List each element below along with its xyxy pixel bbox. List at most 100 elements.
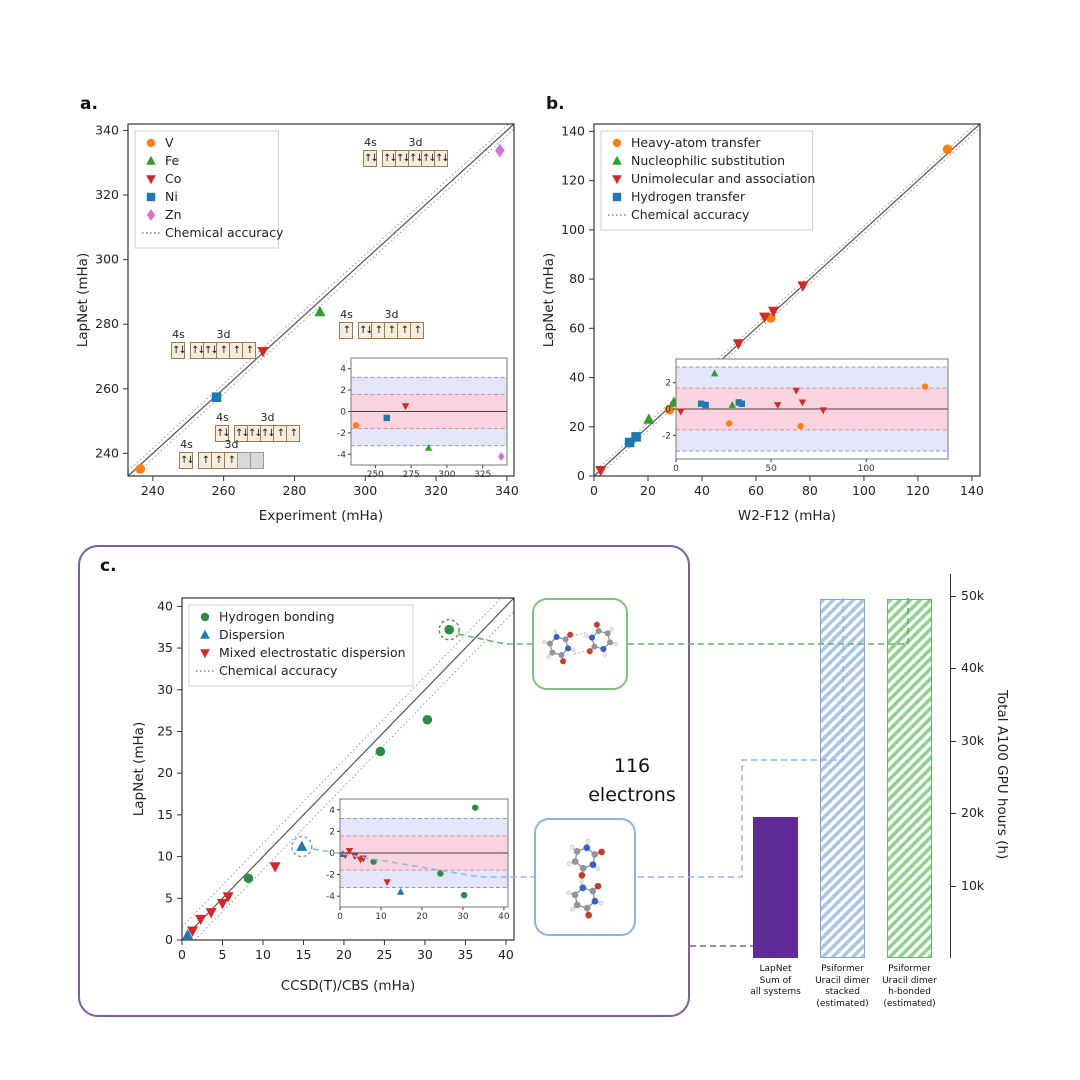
svg-text:-2: -2 <box>326 871 335 881</box>
svg-text:W2-F12 (mHa): W2-F12 (mHa) <box>738 508 836 524</box>
svg-text:100: 100 <box>561 222 585 237</box>
svg-text:40: 40 <box>569 370 585 385</box>
svg-text:260: 260 <box>95 381 119 396</box>
svg-text:25: 25 <box>157 723 173 738</box>
gpu-tick-label: 20k <box>961 805 985 821</box>
legend: Hydrogen bonding Dispersion Mixed electros… <box>188 604 414 687</box>
svg-text:4: 4 <box>329 806 335 816</box>
gpu-bar-label-0: LapNet Sum of all systems <box>750 964 801 998</box>
svg-text:240: 240 <box>95 445 119 460</box>
gpu-bar-2 <box>887 599 932 958</box>
svg-text:Zn: Zn <box>165 207 182 222</box>
svg-text:20: 20 <box>416 912 428 922</box>
svg-text:30: 30 <box>417 947 433 962</box>
svg-text:Nucleophilic substitution: Nucleophilic substitution <box>631 153 785 168</box>
residual-inset-c: 0 10 20 30 40 -4 -2 0 2 4 <box>326 798 510 922</box>
uracil-dimer-hbonded-thumbnail <box>532 598 628 690</box>
svg-text:30: 30 <box>457 912 469 922</box>
svg-text:Chemical accuracy: Chemical accuracy <box>631 207 750 222</box>
svg-text:-2: -2 <box>662 431 671 441</box>
gpu-tick-label: 50k <box>961 587 985 603</box>
svg-text:40: 40 <box>157 598 173 613</box>
svg-text:0: 0 <box>340 408 346 418</box>
svg-text:10: 10 <box>255 947 271 962</box>
svg-text:325: 325 <box>474 470 491 480</box>
svg-text:340: 340 <box>495 483 519 498</box>
gpu-y-axis <box>950 574 952 958</box>
svg-text:40: 40 <box>694 483 710 498</box>
svg-text:80: 80 <box>569 271 585 286</box>
residual-inset-b: 0 50 100 -2 0 2 <box>662 358 949 474</box>
panel-a-label: a. <box>80 94 98 114</box>
svg-text:60: 60 <box>748 483 764 498</box>
svg-text:Chemical accuracy: Chemical accuracy <box>165 225 284 240</box>
gpu-tick-label: 40k <box>961 660 985 676</box>
svg-text:2: 2 <box>329 827 335 837</box>
electron-config-cfg-v: 4s ↑↓ 3d ↑ ↑ ↑ <box>179 438 264 469</box>
svg-text:120: 120 <box>906 483 930 498</box>
svg-text:Dispersion: Dispersion <box>219 627 285 642</box>
svg-text:280: 280 <box>283 483 307 498</box>
electron-count-number: 116 <box>613 755 651 777</box>
svg-text:40: 40 <box>498 912 510 922</box>
electron-config-cfg-left: 4s ↑↓ 3d ↑↓ ↑↓ ↑ ↑ ↑ <box>171 328 256 359</box>
electron-config-cfg-zn: 4s ↑↓ 3d ↑↓ ↑↓ ↑↓ ↑↓ ↑↓ <box>363 136 450 167</box>
uracil-dimer-stacked-thumbnail <box>534 818 636 936</box>
electron-config-cfg-mid: 4s ↑ 3d ↑↓ ↑ ↑ ↑ ↑ <box>339 308 424 339</box>
svg-text:2: 2 <box>665 379 671 389</box>
svg-text:60: 60 <box>569 320 585 335</box>
svg-text:20: 20 <box>157 765 173 780</box>
svg-text:Chemical accuracy: Chemical accuracy <box>219 663 338 678</box>
scatter-plot-reaction-barriers: 0 20 40 60 80 100 120 140020406080100120140W2-F… <box>541 123 984 524</box>
svg-text:140: 140 <box>561 123 585 138</box>
svg-text:4: 4 <box>340 365 346 375</box>
svg-text:Hydrogen transfer: Hydrogen transfer <box>631 189 746 204</box>
electron-count-caption: 116 electrons <box>557 752 707 809</box>
svg-text:0: 0 <box>665 405 671 415</box>
svg-text:0: 0 <box>178 947 186 962</box>
svg-text:340: 340 <box>95 122 119 137</box>
svg-text:0: 0 <box>329 849 335 859</box>
svg-text:-4: -4 <box>337 450 346 460</box>
scatter-plot-interaction-energies: 0 5 10 15 20 25 30 35 400510152025303540CCSD(T)/… <box>131 597 515 994</box>
svg-text:-4: -4 <box>326 892 335 902</box>
gpu-bar-label-2: Psiformer Uracil dimer h-bonded (estimat… <box>882 964 937 1010</box>
gpu-bar-1 <box>820 599 865 958</box>
svg-text:Ni: Ni <box>165 189 178 204</box>
svg-text:40: 40 <box>498 947 514 962</box>
svg-text:0: 0 <box>165 932 173 947</box>
svg-text:Unimolecular and association: Unimolecular and association <box>631 171 815 186</box>
gpu-bar-0 <box>753 816 798 958</box>
svg-text:0: 0 <box>590 483 598 498</box>
svg-text:LapNet (mHa): LapNet (mHa) <box>131 722 147 816</box>
svg-text:320: 320 <box>95 187 119 202</box>
svg-text:LapNet (mHa): LapNet (mHa) <box>541 253 557 347</box>
panel-b-label: b. <box>546 94 565 114</box>
highlight-circle <box>291 835 313 858</box>
svg-text:LapNet (mHa): LapNet (mHa) <box>75 253 91 347</box>
svg-text:140: 140 <box>960 483 984 498</box>
svg-text:20: 20 <box>569 419 585 434</box>
panel-c-label: c. <box>100 556 117 576</box>
gpu-tick-label: 30k <box>961 732 985 748</box>
svg-text:Heavy-atom transfer: Heavy-atom transfer <box>631 135 761 150</box>
svg-text:80: 80 <box>802 483 818 498</box>
uracil-dimer-stacked-drawing <box>566 839 605 919</box>
svg-text:Mixed electrostatic dispersion: Mixed electrostatic dispersion <box>219 645 406 660</box>
svg-text:10: 10 <box>157 849 173 864</box>
svg-text:Experiment (mHa): Experiment (mHa) <box>259 508 383 524</box>
svg-text:Fe: Fe <box>165 153 180 168</box>
svg-text:10: 10 <box>375 912 387 922</box>
svg-text:250: 250 <box>367 470 384 480</box>
svg-text:0: 0 <box>577 468 585 483</box>
svg-text:280: 280 <box>95 316 119 331</box>
gpu-axis-title: Total A100 GPU hours (h) <box>994 690 1010 860</box>
svg-text:2: 2 <box>340 386 346 396</box>
axes-frame <box>127 123 515 477</box>
svg-text:5: 5 <box>165 890 173 905</box>
svg-text:0: 0 <box>673 464 679 474</box>
svg-text:35: 35 <box>457 947 473 962</box>
svg-text:100: 100 <box>852 483 876 498</box>
svg-text:260: 260 <box>212 483 236 498</box>
svg-text:50: 50 <box>765 464 777 474</box>
